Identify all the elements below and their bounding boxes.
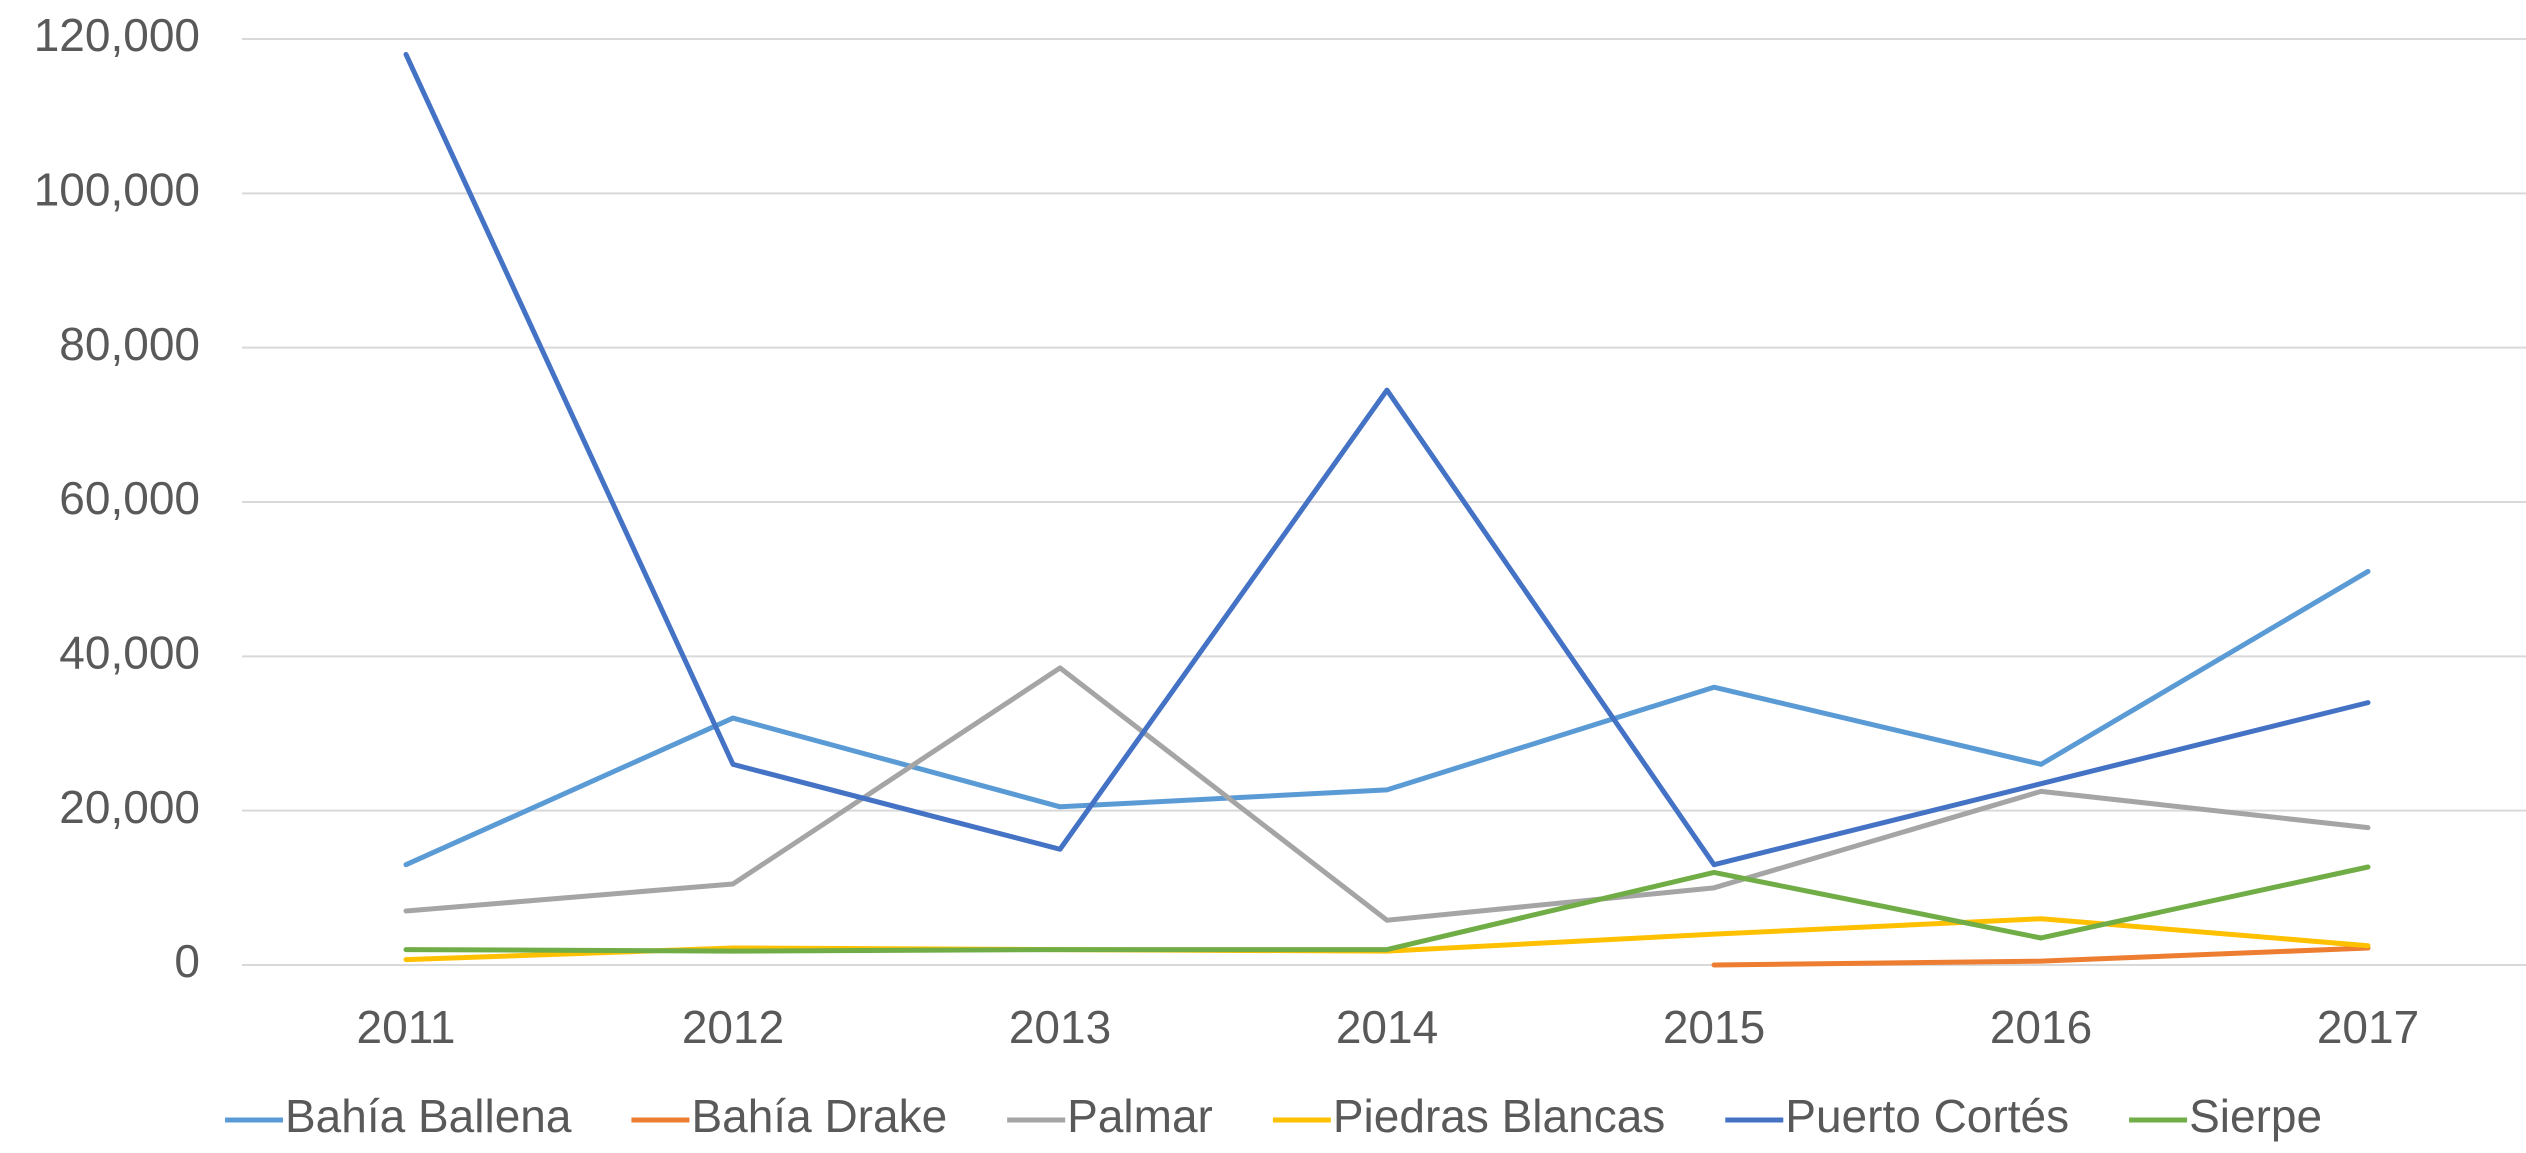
x-tick-label: 2013 [1009,1001,1111,1053]
series-line [403,864,2371,954]
series-line [403,665,2371,923]
y-tick-label: 60,000 [59,472,200,524]
x-tick-label: 2016 [1990,1001,2092,1053]
legend-label: Bahía Drake [691,1090,947,1142]
y-tick-label: 120,000 [34,9,200,61]
x-tick-label: 2017 [2317,1001,2419,1053]
series-line [403,51,2371,868]
x-tick-label: 2012 [682,1001,784,1053]
legend-label: Sierpe [2189,1090,2322,1142]
series-line [1711,945,2371,968]
y-tick-label: 100,000 [34,163,200,215]
y-tick-label: 20,000 [59,781,200,833]
x-tick-label: 2015 [1663,1001,1765,1053]
series-line [403,568,2371,868]
x-tick-label: 2011 [357,1001,456,1053]
x-tick-label: 2014 [1336,1001,1438,1053]
legend-label: Piedras Blancas [1333,1090,1665,1142]
y-tick-label: 0 [174,935,200,987]
y-tick-label: 40,000 [59,626,200,678]
legend-label: Bahía Ballena [285,1090,572,1142]
y-tick-label: 80,000 [59,318,200,370]
series-line [403,916,2371,963]
legend-label: Palmar [1067,1090,1213,1142]
legend-label: Puerto Cortés [1785,1090,2069,1142]
